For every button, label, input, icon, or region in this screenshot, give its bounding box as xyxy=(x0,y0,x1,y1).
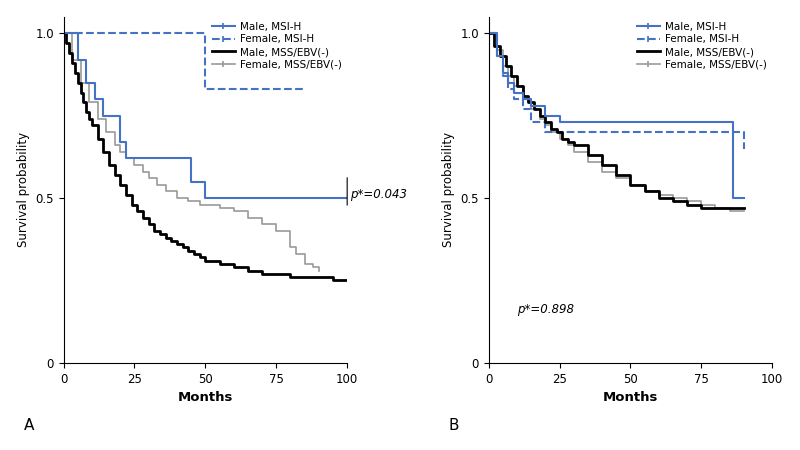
Legend: Male, MSI-H, Female, MSI-H, Male, MSS/EBV(-), Female, MSS/EBV(-): Male, MSI-H, Female, MSI-H, Male, MSS/EB… xyxy=(212,22,342,70)
Text: p*=0.043: p*=0.043 xyxy=(350,188,407,201)
Text: p*=0.898: p*=0.898 xyxy=(517,303,574,316)
Text: A: A xyxy=(24,418,34,433)
Y-axis label: Survival probability: Survival probability xyxy=(442,132,454,248)
Legend: Male, MSI-H, Female, MSI-H, Male, MSS/EBV(-), Female, MSS/EBV(-): Male, MSI-H, Female, MSI-H, Male, MSS/EB… xyxy=(637,22,767,70)
Text: B: B xyxy=(449,418,459,433)
X-axis label: Months: Months xyxy=(178,391,233,404)
X-axis label: Months: Months xyxy=(602,391,658,404)
Y-axis label: Survival probability: Survival probability xyxy=(17,132,30,248)
